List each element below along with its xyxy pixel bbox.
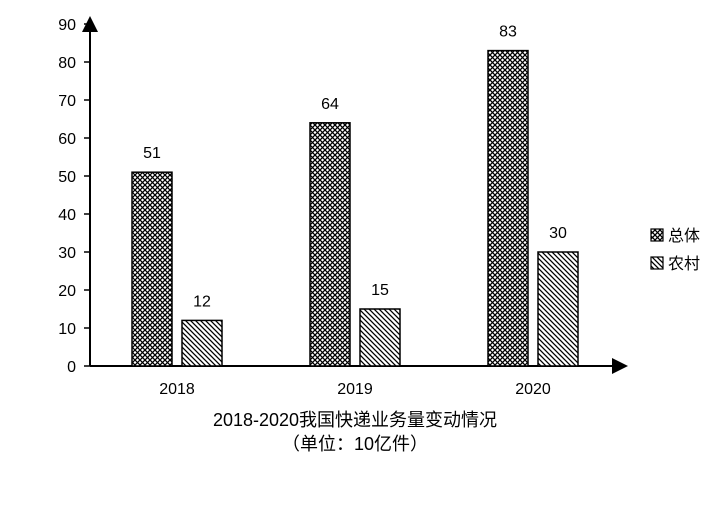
bars: 51 12 64 15 83 30 — [131, 24, 579, 367]
y-tick-label: 30 — [58, 245, 76, 262]
data-label: 12 — [193, 293, 211, 310]
bar-2020-农村 — [537, 251, 579, 367]
y-tick-label: 70 — [58, 93, 76, 110]
y-ticks: 0 10 20 30 40 50 60 70 80 90 — [58, 17, 90, 376]
bar-2019-农村 — [359, 308, 401, 367]
y-tick-label: 90 — [58, 17, 76, 34]
data-label: 30 — [549, 225, 567, 242]
y-tick-label: 80 — [58, 55, 76, 72]
y-tick-label: 20 — [58, 283, 76, 300]
y-tick-label: 50 — [58, 169, 76, 186]
x-tick-label: 2018 — [159, 381, 195, 398]
x-tick-label: 2019 — [337, 381, 373, 398]
legend-label: 农村 — [668, 255, 700, 273]
data-label: 83 — [499, 24, 517, 41]
y-tick-label: 60 — [58, 131, 76, 148]
y-tick-label: 10 — [58, 321, 76, 338]
legend-swatch — [650, 256, 664, 270]
chart-title: 2018-2020我国快递业务量变动情况 — [213, 410, 497, 430]
bar-2019-总体 — [309, 122, 351, 367]
bar-2018-总体 — [131, 171, 173, 367]
y-tick-label: 40 — [58, 207, 76, 224]
bar-2020-总体 — [487, 49, 529, 367]
x-tick-label: 2020 — [515, 381, 551, 398]
axes — [82, 16, 628, 374]
legend-swatch — [650, 228, 664, 242]
data-label: 15 — [371, 282, 389, 299]
x-tick-labels: 2018 2019 2020 — [159, 381, 551, 398]
chart-subtitle: （单位：10亿件） — [282, 434, 428, 454]
data-label: 64 — [321, 96, 339, 113]
bar-2018-农村 — [181, 319, 223, 367]
legend-label: 总体 — [668, 227, 700, 245]
y-tick-label: 0 — [67, 359, 76, 376]
data-label: 51 — [143, 145, 161, 162]
